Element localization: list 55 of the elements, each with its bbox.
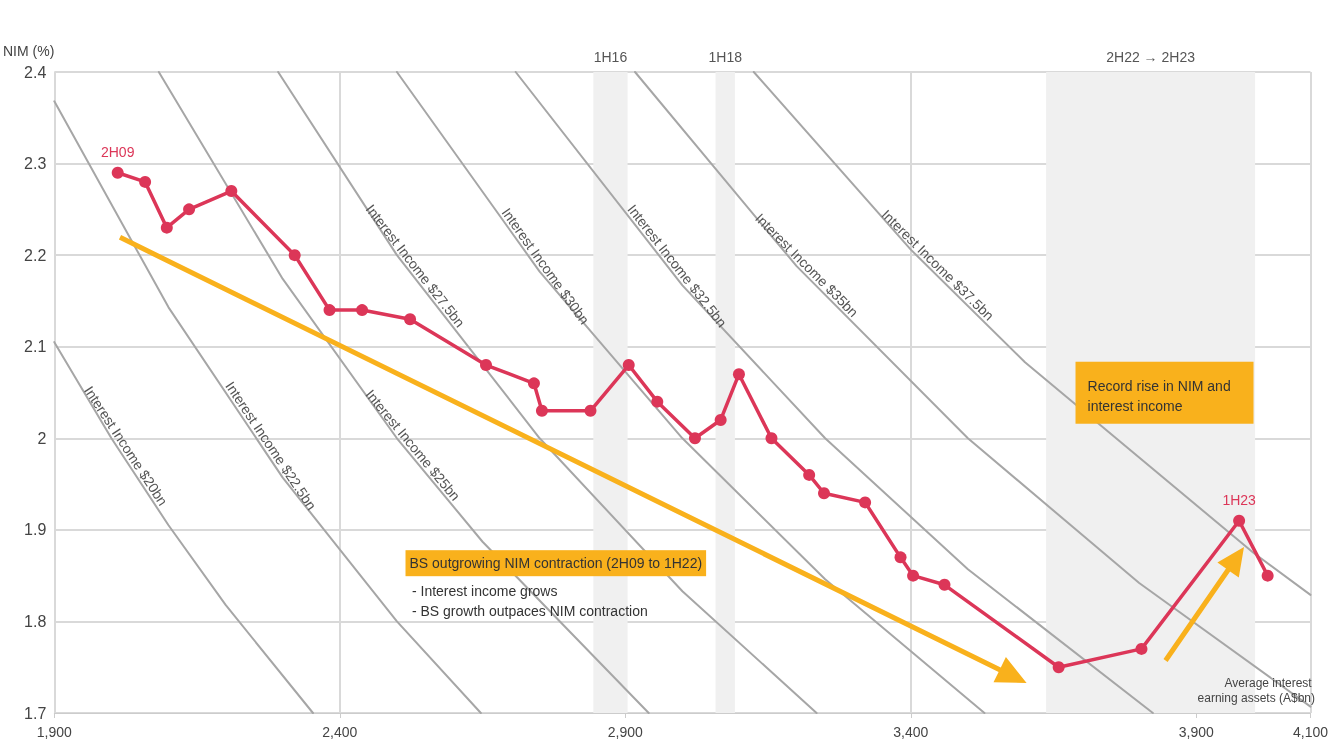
band-label: 1H18: [708, 49, 743, 65]
point: [527, 377, 540, 390]
point: [907, 569, 920, 582]
y-tick-label: 1.8: [24, 612, 47, 630]
x-tick-label: 3,900: [1178, 724, 1215, 740]
point: [688, 432, 701, 445]
annotation: 2H09: [100, 143, 135, 160]
point: [803, 468, 816, 481]
point: [480, 359, 492, 372]
point: [288, 249, 301, 262]
point: [818, 487, 831, 500]
point: [859, 496, 872, 509]
point: [714, 413, 727, 426]
y-tick-label: 2.4: [24, 63, 47, 81]
point: [584, 404, 597, 417]
y-tick-label: 1.7: [24, 704, 47, 722]
point: [1135, 642, 1148, 655]
annotation: 1H23: [1222, 491, 1257, 508]
point: [732, 368, 745, 381]
y-tick-label: 2: [37, 429, 47, 447]
y-axis-title: NIM (%): [3, 43, 55, 59]
point: [894, 551, 907, 564]
point: [183, 203, 196, 216]
y-tick-label: 2.3: [24, 155, 47, 173]
line-series: [53, 341, 314, 714]
point: [765, 432, 778, 445]
point: [1261, 569, 1274, 582]
point: [225, 185, 238, 198]
point: [404, 313, 417, 326]
x-tick-label: 2,900: [607, 724, 644, 740]
y-tick-label: 2.2: [24, 246, 47, 264]
point: [1052, 661, 1065, 674]
annotation: Record rise in NIM and interest income: [1087, 376, 1232, 416]
point: [651, 395, 664, 408]
y-tick-label: 2.1: [24, 338, 47, 356]
point: [139, 175, 152, 188]
y-tick-label: 1.9: [24, 521, 47, 539]
point: [938, 578, 951, 591]
x-axis-title: Average interest earning assets (A$bn): [1197, 675, 1315, 705]
point: [356, 304, 369, 317]
point: [622, 359, 635, 372]
x-tick-label: 1,900: [36, 724, 73, 740]
band-label: 1H16: [593, 49, 628, 65]
x-tick-label: 4,100: [1292, 724, 1329, 740]
annotation: - Interest income grows: [411, 581, 558, 601]
line-series: [752, 71, 1312, 596]
point: [160, 221, 173, 234]
x-tick-label: 3,400: [893, 724, 929, 740]
x-tick-label: 2,400: [322, 724, 358, 740]
point: [323, 304, 336, 317]
point: [111, 166, 124, 179]
annotation: - BS growth outpaces NIM contraction: [411, 602, 648, 622]
point: [1233, 514, 1246, 527]
point: [535, 404, 548, 417]
band-label: 2H22 → 2H23: [1106, 49, 1196, 65]
